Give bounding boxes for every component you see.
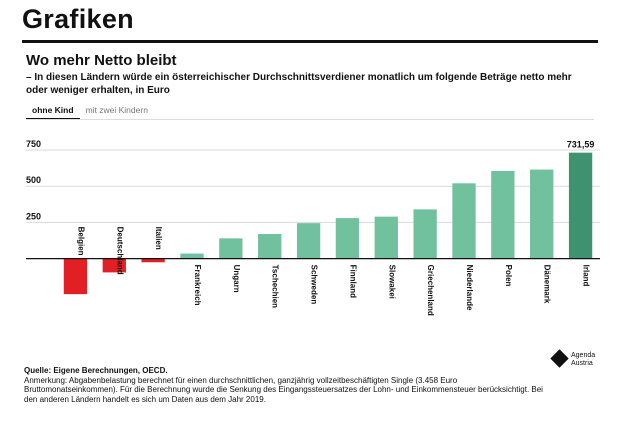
bar-deutschland <box>102 258 126 273</box>
bar-frankreich <box>180 253 204 259</box>
x-tick-label: Slowakei <box>387 265 396 299</box>
x-tick-label: Frankreich <box>193 265 202 306</box>
method-note: Anmerkung: Abgabenbelastung berechnet fü… <box>24 375 543 404</box>
page-title: Grafiken <box>22 4 134 34</box>
x-tick-label: Schweden <box>310 265 319 305</box>
bar-italien <box>141 258 165 263</box>
bar-chart: 250 500 750 Belgien Deutschland Italien Frankr… <box>26 139 600 316</box>
y-tick-label: 500 <box>26 175 41 185</box>
bar-finnland <box>335 218 360 259</box>
bar-irland <box>568 152 593 259</box>
x-tick-label: Irland <box>582 265 591 287</box>
x-tick-label: Belgien <box>76 227 85 256</box>
x-tick-label: Polen <box>504 265 513 287</box>
logo-text-line2: Austria <box>571 360 593 367</box>
y-tick-label: 750 <box>26 139 41 149</box>
y-tick-label: 250 <box>26 211 41 221</box>
chart-subtitle: – In diesen Ländern würde ein österreich… <box>26 72 572 96</box>
bar-tschechien <box>258 234 282 259</box>
agenda-austria-logo: Agenda Austria <box>548 348 608 376</box>
tab-mit-zwei-kindern[interactable]: mit zwei Kindern <box>85 105 148 115</box>
bar-niederlande <box>452 183 476 259</box>
bar-dänemark <box>530 169 554 259</box>
logo-text-line1: Agenda <box>571 352 596 359</box>
bar-polen <box>491 171 515 259</box>
bar-slowakei <box>374 216 398 259</box>
tab-ohne-kind[interactable]: ohne Kind <box>26 104 80 120</box>
chart-title: Wo mehr Netto bleibt <box>26 52 177 69</box>
footnote: Quelle: Eigene Berechnungen, OECD. Anmer… <box>24 366 544 404</box>
x-tick-label: Tschechien <box>271 265 280 309</box>
x-tick-label: Dänemark <box>543 265 552 304</box>
x-tick-label: Ungarn <box>232 265 241 293</box>
bar-griechenland <box>413 209 437 259</box>
title-rule <box>22 40 598 43</box>
x-tick-label: Italien <box>154 227 163 250</box>
x-tick-label: Finnland <box>348 265 357 298</box>
bar-ungarn <box>219 238 243 259</box>
x-tick-label: Griechenland <box>426 265 435 316</box>
data-label-irland: 731,59 <box>567 140 595 150</box>
bar-belgien <box>63 258 88 295</box>
source-note: Quelle: Eigene Berechnungen, OECD. <box>24 366 168 375</box>
bar-schweden <box>296 223 321 259</box>
diamond-logo-icon <box>550 349 569 368</box>
x-tick-label: Deutschland <box>115 227 124 275</box>
tab-bar: ohne Kind mit zwei Kindern <box>26 104 154 120</box>
x-tick-label: Niederlande <box>465 265 474 311</box>
tabs-divider <box>26 119 594 120</box>
